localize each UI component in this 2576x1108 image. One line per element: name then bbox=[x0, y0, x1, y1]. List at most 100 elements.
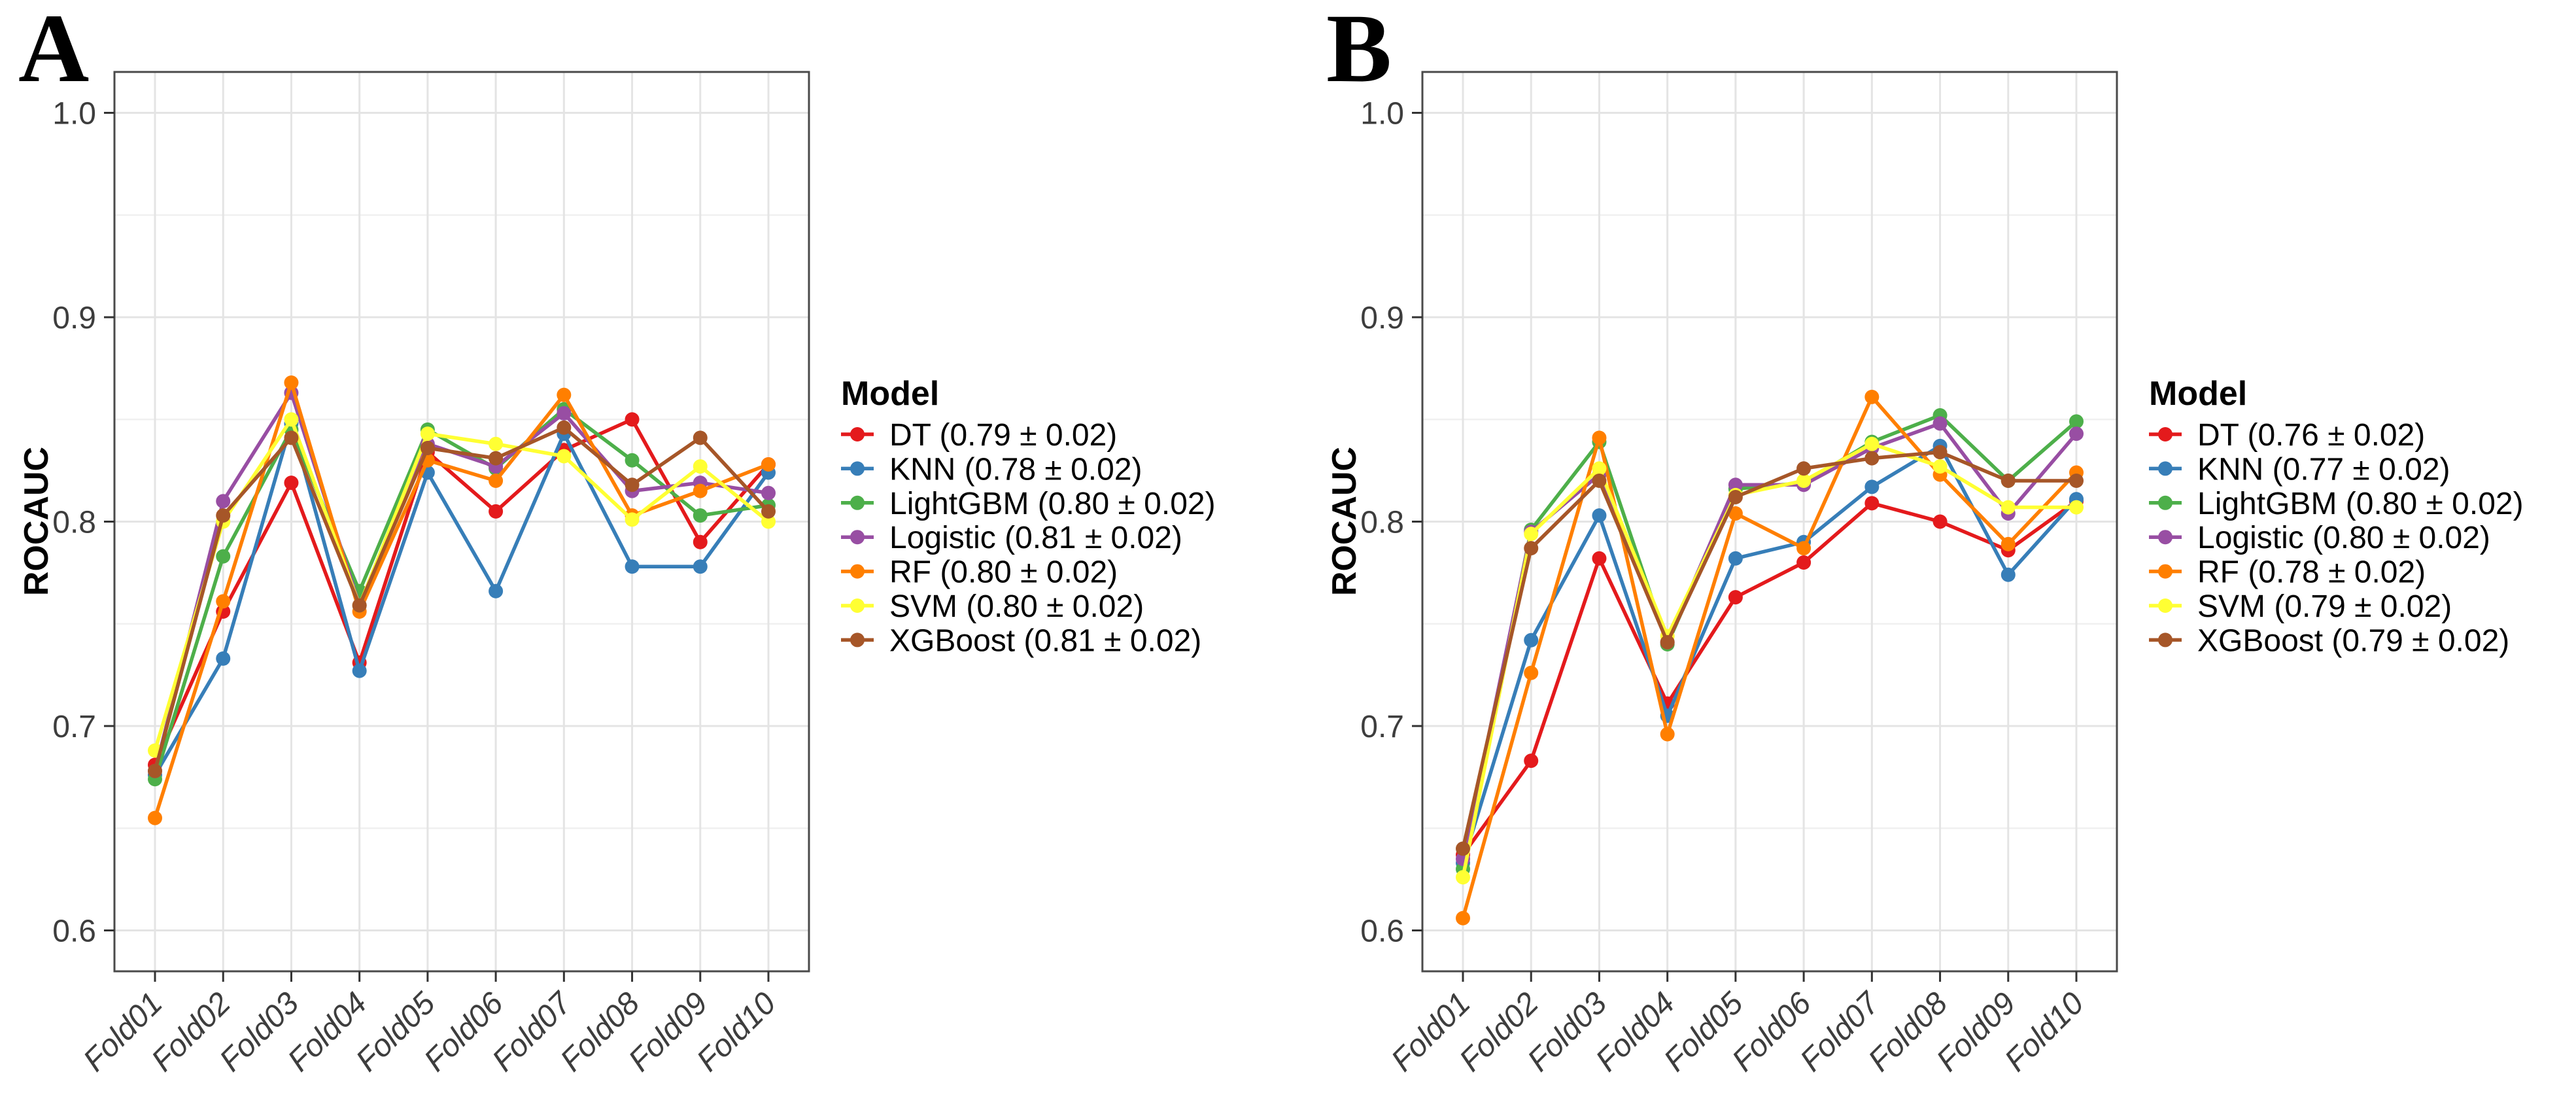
data-point-RF-Fold07 bbox=[557, 387, 572, 402]
legend-key-point-SVM bbox=[850, 598, 865, 613]
y-tick-label: 0.6 bbox=[1360, 914, 1404, 949]
data-point-SVM-Fold09 bbox=[693, 459, 708, 474]
y-tick-label: 0.7 bbox=[1360, 710, 1404, 744]
data-point-XGBoost-Fold06 bbox=[489, 451, 504, 466]
data-point-RF-Fold09 bbox=[2001, 536, 2016, 551]
data-point-LightGBM-Fold02 bbox=[216, 549, 231, 564]
panel-a-letter: A bbox=[18, 0, 90, 103]
data-point-XGBoost-Fold07 bbox=[1864, 451, 1880, 466]
legend-label-RF: RF (0.80 ± 0.02) bbox=[889, 555, 1118, 590]
data-point-XGBoost-Fold09 bbox=[693, 430, 708, 445]
data-point-KNN-Fold07 bbox=[1864, 479, 1880, 494]
data-point-KNN-Fold06 bbox=[489, 583, 504, 598]
data-point-RF-Fold06 bbox=[489, 474, 504, 488]
data-point-SVM-Fold10 bbox=[761, 514, 776, 529]
legend-label-LightGBM: LightGBM (0.80 ± 0.02) bbox=[2197, 487, 2524, 521]
data-point-RF-Fold01 bbox=[1456, 910, 1470, 926]
series-line-XGBoost bbox=[1461, 450, 2078, 851]
data-point-SVM-Fold10 bbox=[2069, 500, 2084, 515]
data-point-RF-Fold05 bbox=[1728, 506, 1743, 521]
data-point-DT-Fold06 bbox=[489, 504, 504, 519]
data-point-XGBoost-Fold09 bbox=[2001, 474, 2016, 488]
data-point-KNN-Fold05 bbox=[1728, 551, 1743, 566]
series-line-DT bbox=[1461, 499, 2078, 857]
legend-key-point-Logistic bbox=[2158, 530, 2172, 545]
data-point-SVM-Fold03 bbox=[284, 412, 299, 427]
data-point-XGBoost-Fold02 bbox=[216, 508, 231, 523]
data-point-DT-Fold03 bbox=[284, 476, 299, 491]
data-point-RF-Fold09 bbox=[693, 483, 708, 498]
data-point-Logistic-Fold07 bbox=[557, 406, 572, 421]
data-point-RF-Fold02 bbox=[1524, 665, 1539, 680]
legend-key-point-KNN bbox=[2158, 461, 2172, 476]
y-tick-label: 0.6 bbox=[52, 914, 96, 949]
legend-key-point-RF bbox=[850, 564, 865, 579]
panel-a-y-axis-title: ROCAUC bbox=[18, 446, 56, 597]
y-tick-label: 0.7 bbox=[52, 710, 96, 744]
data-point-SVM-Fold07 bbox=[1864, 436, 1880, 451]
legend-label-Logistic: Logistic (0.80 ± 0.02) bbox=[2197, 521, 2490, 555]
legend-label-XGBoost: XGBoost (0.81 ± 0.02) bbox=[889, 623, 1201, 658]
series-line-RF bbox=[153, 381, 770, 820]
data-point-DT-Fold05 bbox=[1728, 590, 1743, 605]
legend-key-point-LightGBM bbox=[850, 495, 865, 510]
data-point-RF-Fold03 bbox=[1592, 430, 1607, 445]
data-point-RF-Fold01 bbox=[148, 810, 162, 825]
data-point-SVM-Fold05 bbox=[420, 426, 435, 441]
y-tick-label: 0.8 bbox=[52, 506, 96, 540]
series-line-SVM bbox=[1461, 442, 2078, 879]
series-line-Logistic bbox=[153, 390, 770, 773]
data-point-DT-Fold09 bbox=[693, 534, 708, 549]
y-tick-label: 0.9 bbox=[1360, 301, 1404, 336]
data-point-DT-Fold06 bbox=[1796, 555, 1812, 570]
data-point-KNN-Fold09 bbox=[693, 559, 708, 574]
legend-label-DT: DT (0.76 ± 0.02) bbox=[2197, 418, 2425, 453]
legend-label-DT: DT (0.79 ± 0.02) bbox=[889, 418, 1117, 453]
series-line-RF bbox=[1461, 395, 2078, 920]
data-point-RF-Fold03 bbox=[284, 375, 299, 390]
series-line-XGBoost bbox=[153, 426, 770, 773]
legend-key-point-XGBoost bbox=[2158, 632, 2172, 648]
legend-label-KNN: KNN (0.77 ± 0.02) bbox=[2197, 452, 2450, 487]
legend-key-point-RF bbox=[2158, 564, 2172, 579]
data-point-DT-Fold08 bbox=[625, 412, 640, 427]
legend-key-point-KNN bbox=[850, 461, 865, 476]
data-point-KNN-Fold09 bbox=[2001, 567, 2016, 582]
legend-label-KNN: KNN (0.78 ± 0.02) bbox=[889, 452, 1142, 487]
data-point-DT-Fold02 bbox=[1524, 753, 1539, 769]
data-point-Logistic-Fold08 bbox=[1932, 416, 1948, 431]
x-tick-label: Fold10 bbox=[691, 986, 783, 1078]
data-point-SVM-Fold09 bbox=[2001, 500, 2016, 515]
data-point-XGBoost-Fold05 bbox=[420, 441, 435, 455]
data-point-KNN-Fold02 bbox=[1524, 632, 1539, 648]
y-tick-label: 1.0 bbox=[1360, 97, 1404, 131]
data-point-LightGBM-Fold10 bbox=[2069, 414, 2084, 429]
data-point-Logistic-Fold05 bbox=[1728, 477, 1743, 493]
data-point-XGBoost-Fold04 bbox=[1660, 634, 1675, 649]
legend-key-point-DT bbox=[850, 427, 865, 441]
chart-panel-A: 0.60.70.80.91.0Fold01Fold02Fold03Fold04F… bbox=[52, 71, 1216, 1079]
data-point-SVM-Fold02 bbox=[1524, 527, 1539, 542]
data-point-Logistic-Fold10 bbox=[2069, 426, 2084, 441]
panel-a-legend-title: Model bbox=[841, 375, 940, 413]
y-tick-label: 1.0 bbox=[52, 97, 96, 131]
legend-label-LightGBM: LightGBM (0.80 ± 0.02) bbox=[889, 487, 1216, 521]
data-point-XGBoost-Fold01 bbox=[148, 763, 162, 778]
data-point-KNN-Fold03 bbox=[1592, 508, 1607, 523]
legend-key-point-LightGBM bbox=[2158, 495, 2172, 510]
data-point-SVM-Fold06 bbox=[1796, 474, 1812, 488]
data-point-XGBoost-Fold10 bbox=[761, 504, 776, 519]
y-tick-label: 0.9 bbox=[52, 301, 96, 336]
legend-key-point-Logistic bbox=[850, 530, 865, 545]
data-point-RF-Fold06 bbox=[1796, 541, 1812, 556]
chart-panel-B: 0.60.70.80.91.0Fold01Fold02Fold03Fold04F… bbox=[1360, 71, 2524, 1079]
data-point-XGBoost-Fold08 bbox=[625, 477, 640, 493]
data-point-RF-Fold04 bbox=[1660, 727, 1675, 742]
data-point-Logistic-Fold10 bbox=[761, 485, 776, 500]
legend-label-SVM: SVM (0.79 ± 0.02) bbox=[2197, 589, 2452, 624]
data-point-SVM-Fold08 bbox=[1932, 459, 1948, 474]
series-line-SVM bbox=[153, 417, 770, 753]
data-point-RF-Fold02 bbox=[216, 594, 231, 609]
data-point-SVM-Fold01 bbox=[1456, 870, 1470, 885]
